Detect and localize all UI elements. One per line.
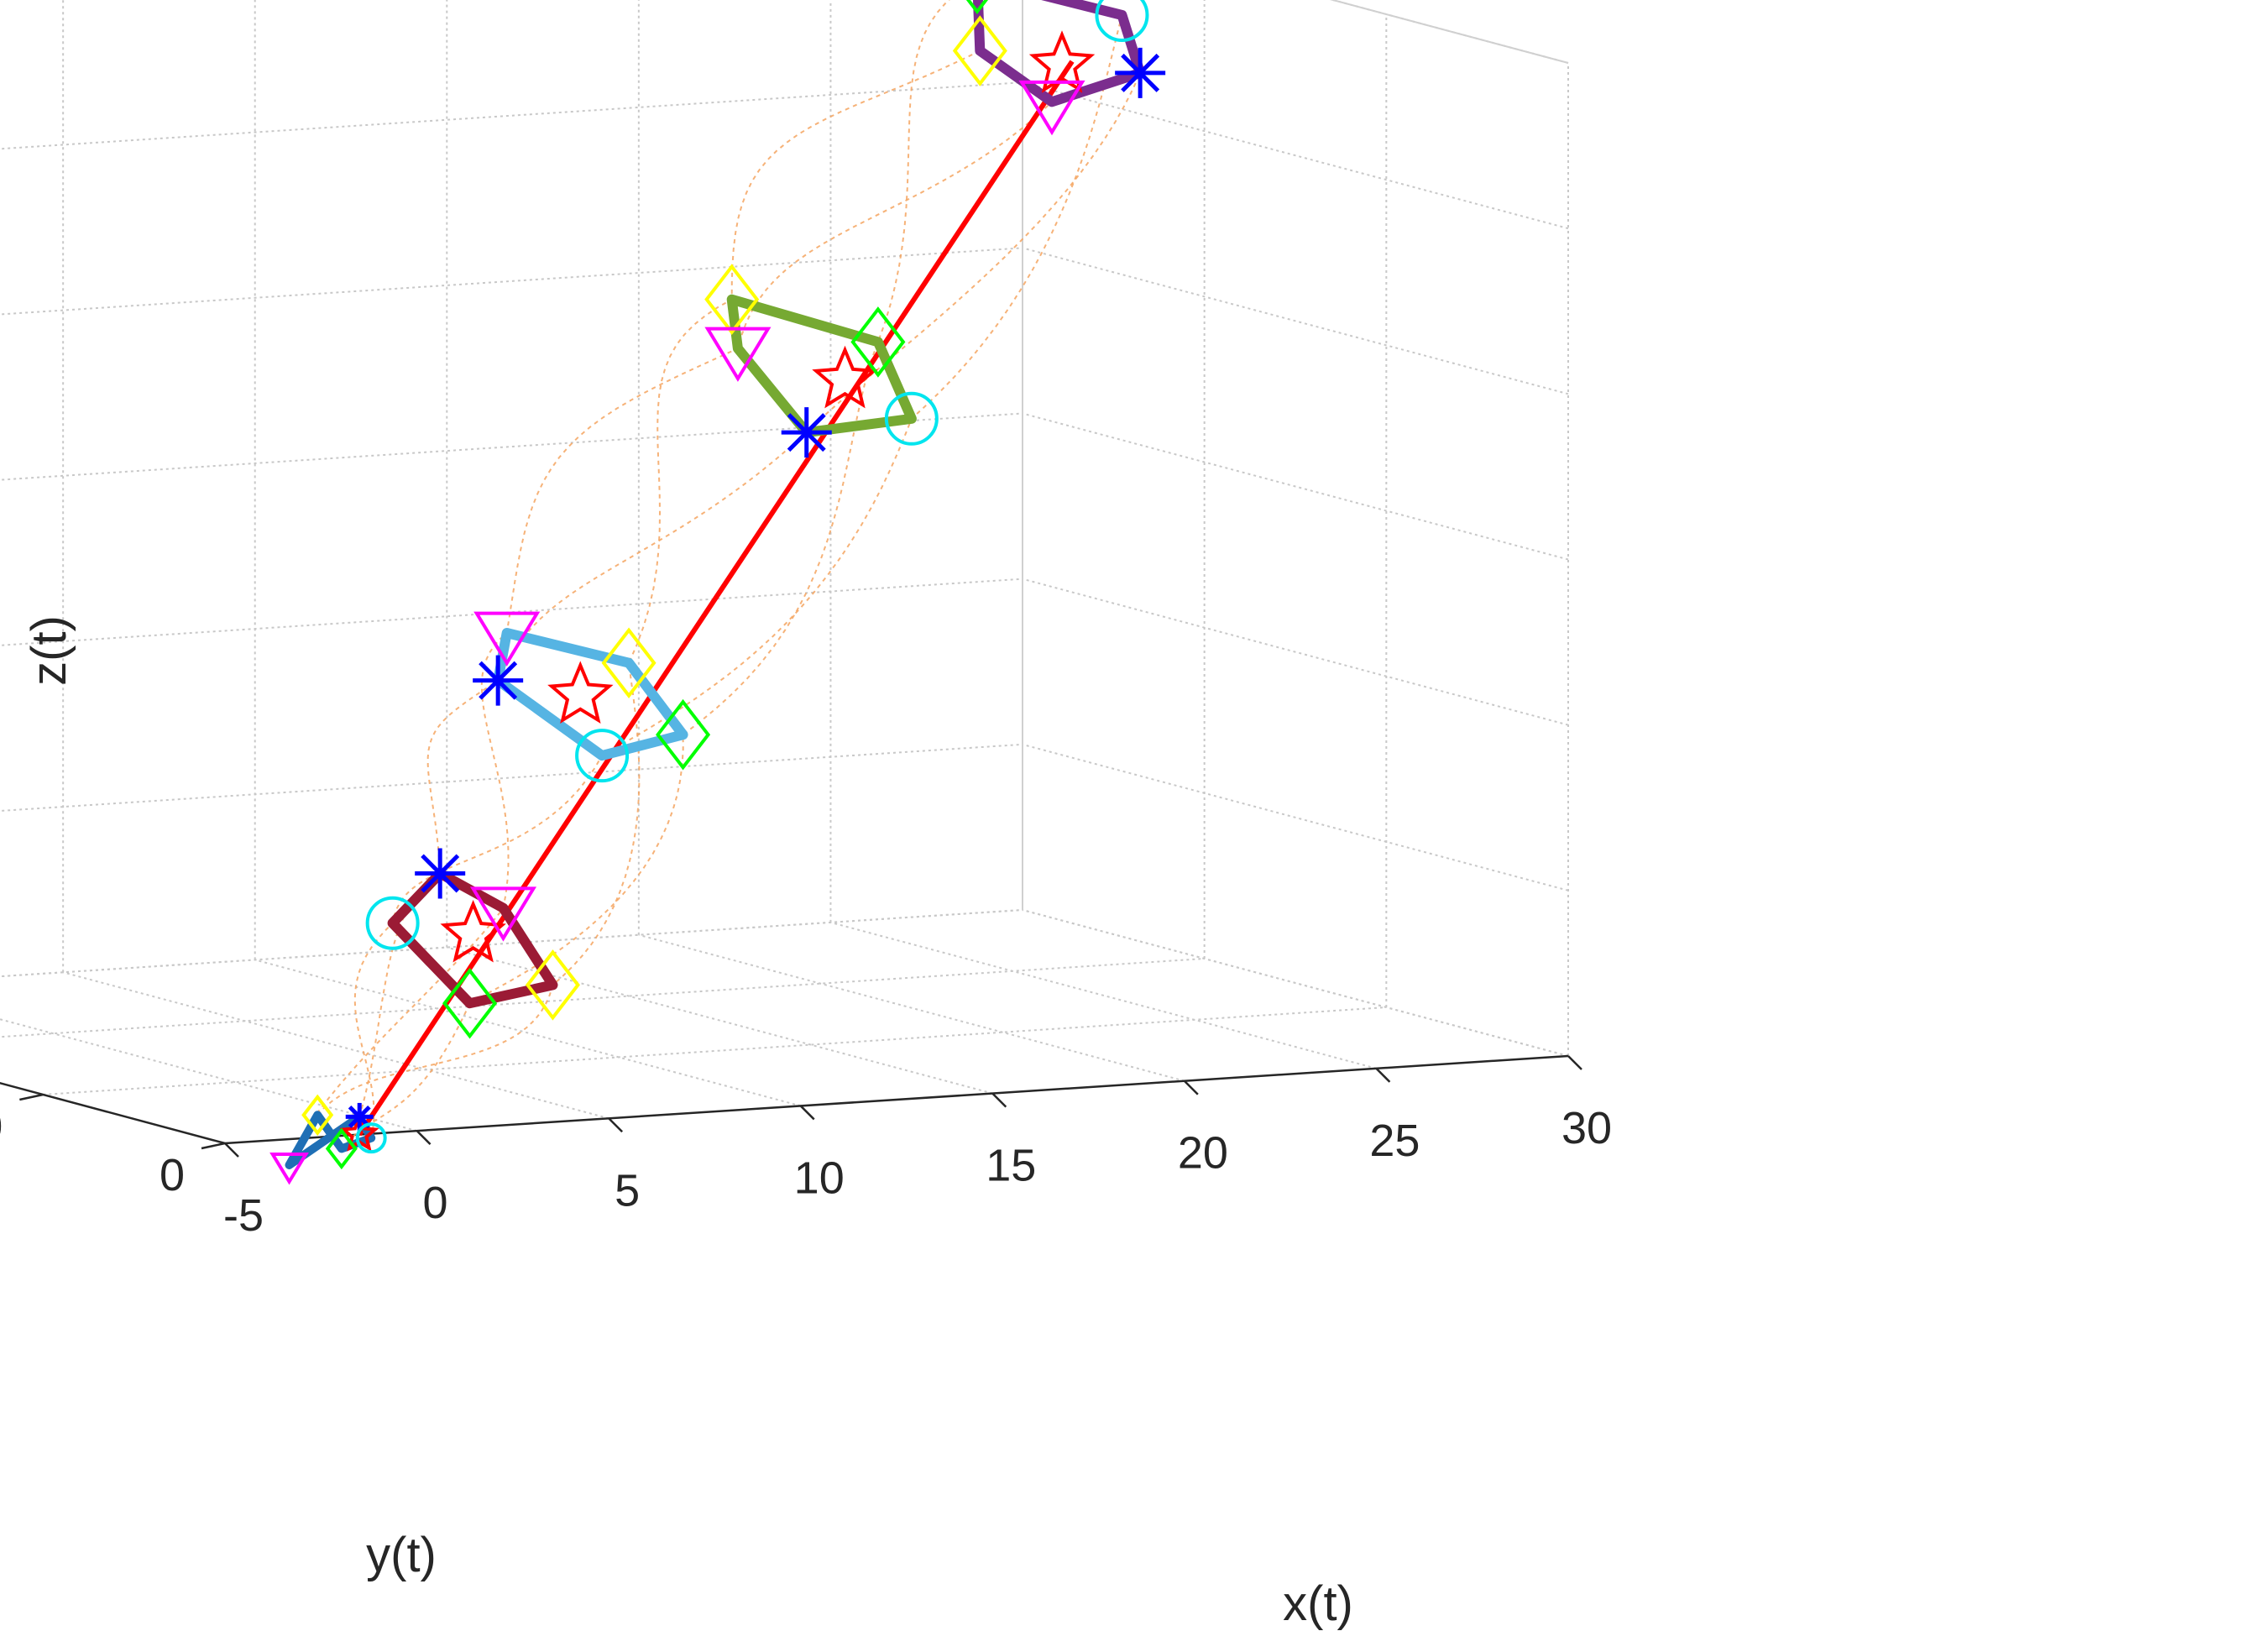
triangle-marker (269, 1153, 309, 1185)
x-tick-label: 5 (615, 1165, 640, 1215)
history-path (341, 0, 950, 1150)
history-paths (288, 0, 1142, 1166)
star-marker (440, 900, 506, 963)
x-tick-label: 0 (423, 1178, 448, 1228)
formation-3 (704, 264, 939, 458)
asterisk-marker (345, 1102, 374, 1131)
asterisk-marker (1115, 47, 1166, 98)
star-marker (1028, 30, 1096, 93)
axis-lines (0, 0, 1582, 1158)
diamond-marker (656, 698, 711, 771)
axis-labels: x(t) y(t) z(t) (22, 615, 1353, 1631)
x-tick-mark (416, 1130, 432, 1146)
asterisk-marker (781, 407, 832, 458)
circle-marker (1095, 0, 1149, 42)
center-path-line (357, 60, 1075, 1137)
grid-line (830, 921, 1377, 1069)
formations (269, 0, 1166, 1185)
z-axis-label: z(t) (22, 615, 76, 686)
circle-marker (365, 896, 420, 950)
circle-marker (884, 391, 939, 446)
x-tick-label: 20 (1178, 1128, 1228, 1179)
center-path (357, 60, 1075, 1137)
x-tick-mark (1567, 1055, 1582, 1070)
diamond-marker (525, 949, 580, 1021)
formation-0 (269, 1094, 387, 1185)
diamond-marker (442, 967, 498, 1039)
box-edge (0, 0, 1023, 4)
y-tick-mark (19, 1093, 44, 1101)
x-tick-label: 10 (794, 1153, 845, 1203)
grid-line (447, 946, 993, 1095)
y-tick-mark (201, 1142, 226, 1150)
x-tick-label: 25 (1369, 1116, 1420, 1166)
asterisk-marker (473, 655, 524, 706)
history-path (316, 50, 981, 1116)
x-tick-mark (608, 1117, 624, 1133)
x-tick-mark (1375, 1067, 1391, 1083)
diamond-marker (850, 306, 906, 378)
formation-2 (473, 611, 711, 783)
triangle-marker (1018, 80, 1085, 136)
diamond-marker (601, 627, 656, 699)
grid-line (1022, 909, 1569, 1057)
box-edge (1329, 0, 1569, 64)
formation-polygon (972, 0, 1146, 107)
diamond-marker (952, 15, 1007, 86)
formation-4 (952, 0, 1166, 136)
grid-line (1022, 743, 1569, 891)
diamond-marker (301, 1094, 334, 1137)
x-tick-mark (224, 1142, 239, 1158)
grid-line (0, 81, 1023, 150)
grid-line (43, 1006, 1387, 1095)
x-axis-label: x(t) (1283, 1576, 1353, 1631)
grid-line (638, 933, 1185, 1082)
x-tick-mark (1183, 1080, 1199, 1095)
circle-marker (575, 729, 630, 783)
triangle-marker (473, 611, 541, 667)
y-axis-label: y(t) (366, 1528, 437, 1582)
tick-labels: -50510152025300102030051015202530 (0, 1101, 1612, 1241)
diamond-marker (965, 0, 989, 14)
formation-polygon (493, 628, 688, 761)
grid-line (0, 1082, 226, 1144)
diamond-marker (325, 1127, 358, 1170)
grid-lines (0, 0, 1569, 1144)
formation-polygon (387, 868, 558, 1009)
grid-line (1022, 412, 1569, 561)
grid-line (62, 971, 609, 1120)
grid-line (0, 0, 1023, 4)
x-tick-mark (799, 1105, 815, 1121)
y-tick-label: 10 (0, 1101, 3, 1152)
grid-line (0, 958, 1205, 1038)
y-axis-line (0, 1081, 226, 1145)
x-tick-label: 15 (986, 1141, 1036, 1191)
grid-line (0, 743, 1023, 813)
y-tick-label: 0 (160, 1150, 185, 1200)
diamond-marker (704, 264, 760, 335)
grid-line (1022, 578, 1569, 726)
x-tick-mark (991, 1092, 1007, 1108)
x-tick-label: 30 (1561, 1103, 1612, 1153)
triangle-marker (469, 886, 537, 942)
grid-line (1022, 247, 1569, 395)
asterisk-marker (415, 848, 466, 899)
star-marker (812, 345, 878, 409)
x-axis-line (224, 1054, 1569, 1145)
star-marker (547, 661, 614, 724)
circle-marker (355, 1122, 387, 1154)
x-tick-label: -5 (223, 1190, 264, 1241)
formation-1 (365, 848, 580, 1039)
grid-line (1022, 81, 1569, 230)
triangle-marker (704, 327, 772, 382)
grid-line (254, 959, 801, 1107)
